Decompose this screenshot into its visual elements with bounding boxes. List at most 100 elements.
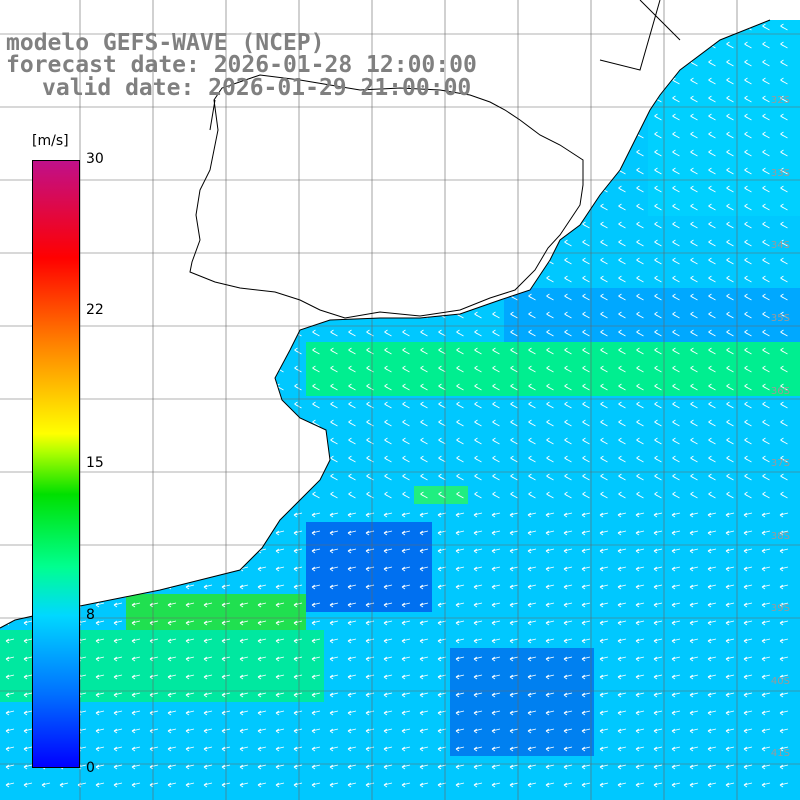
colorbar-tick: 8 bbox=[86, 607, 95, 623]
field-cell bbox=[396, 162, 414, 180]
wind-arrow bbox=[294, 491, 302, 499]
field-cell bbox=[180, 504, 198, 522]
field-cell bbox=[270, 144, 288, 162]
wind-arrow bbox=[708, 167, 716, 175]
field-cell bbox=[792, 630, 800, 648]
wind-arrow bbox=[762, 41, 770, 49]
wind-arrow bbox=[366, 131, 374, 139]
field-cell bbox=[198, 0, 216, 18]
wind-arrow bbox=[582, 311, 590, 319]
wind-arrow bbox=[23, 566, 33, 572]
field-cell bbox=[270, 270, 288, 288]
field-cell bbox=[792, 360, 800, 378]
wind-arrow bbox=[743, 548, 753, 554]
wind-arrow bbox=[132, 455, 140, 463]
wind-arrow bbox=[690, 131, 698, 139]
wind-arrow bbox=[276, 131, 284, 139]
wind-arrow bbox=[132, 383, 140, 391]
wind-arrow bbox=[780, 59, 788, 67]
wind-arrow bbox=[132, 257, 140, 265]
field-cell bbox=[162, 252, 180, 270]
field-cell bbox=[414, 20, 432, 36]
wind-arrow bbox=[780, 455, 788, 463]
field-cell bbox=[342, 306, 360, 324]
field-cell bbox=[432, 252, 450, 270]
wind-arrow bbox=[582, 437, 590, 445]
field-cell bbox=[126, 288, 144, 306]
wind-arrow bbox=[150, 257, 158, 265]
wind-arrow bbox=[545, 584, 555, 590]
wind-arrow bbox=[348, 455, 356, 463]
wind-arrow bbox=[330, 329, 338, 337]
wind-arrow bbox=[491, 728, 501, 734]
field-cell bbox=[90, 270, 108, 288]
field-cell bbox=[216, 126, 234, 144]
field-cell bbox=[126, 252, 144, 270]
wind-arrow bbox=[114, 329, 122, 337]
wind-arrow bbox=[492, 455, 500, 463]
field-cell bbox=[288, 252, 306, 270]
wind-arrow bbox=[275, 602, 285, 608]
wind-arrow bbox=[707, 530, 717, 536]
wind-arrow bbox=[420, 419, 428, 427]
wind-arrow bbox=[636, 293, 644, 301]
wind-arrow bbox=[708, 59, 716, 67]
field-cell bbox=[342, 288, 360, 306]
wind-arrow bbox=[744, 311, 752, 319]
wind-arrow bbox=[365, 728, 375, 734]
field-cell bbox=[306, 108, 324, 126]
field-cell bbox=[378, 234, 396, 252]
wind-arrow bbox=[186, 437, 194, 445]
wind-arrow bbox=[420, 347, 428, 355]
wind-arrow bbox=[150, 401, 158, 409]
wind-arrow bbox=[240, 257, 248, 265]
wind-arrow bbox=[401, 764, 411, 770]
wind-arrow bbox=[438, 455, 446, 463]
wind-arrow bbox=[150, 221, 158, 229]
wind-arrow bbox=[329, 674, 339, 680]
field-cell bbox=[180, 108, 198, 126]
wind-arrow bbox=[762, 419, 770, 427]
wind-arrow bbox=[708, 383, 716, 391]
field-cell bbox=[594, 108, 612, 126]
wind-arrow bbox=[401, 728, 411, 734]
field-cell bbox=[252, 216, 270, 234]
field-cell bbox=[270, 288, 288, 306]
wind-arrow bbox=[366, 167, 374, 175]
wind-arrow bbox=[455, 512, 465, 518]
wind-arrow bbox=[438, 221, 446, 229]
wind-arrow bbox=[582, 455, 590, 463]
wind-arrow bbox=[347, 512, 357, 518]
wind-arrow bbox=[744, 59, 752, 67]
wind-arrow bbox=[672, 491, 680, 499]
wind-arrow bbox=[761, 728, 771, 734]
wind-arrow bbox=[600, 221, 608, 229]
field-cell bbox=[0, 144, 18, 162]
wind-arrow bbox=[365, 656, 375, 662]
wind-arrow bbox=[600, 473, 608, 481]
wind-arrow bbox=[384, 401, 392, 409]
field-cell bbox=[342, 198, 360, 216]
wind-arrow bbox=[744, 95, 752, 103]
wind-arrow bbox=[744, 185, 752, 193]
wind-arrow bbox=[257, 710, 267, 716]
field-cell bbox=[342, 126, 360, 144]
field-cell bbox=[108, 360, 126, 378]
wind-arrow bbox=[329, 512, 339, 518]
wind-arrow bbox=[384, 239, 392, 247]
field-cell bbox=[540, 792, 558, 800]
wind-arrow bbox=[726, 437, 734, 445]
wind-arrow bbox=[366, 185, 374, 193]
field-cell bbox=[90, 378, 108, 396]
wind-arrow bbox=[420, 473, 428, 481]
wind-arrow bbox=[347, 566, 357, 572]
wind-arrow bbox=[779, 566, 789, 572]
wind-arrow bbox=[402, 203, 410, 211]
wind-arrow bbox=[42, 113, 50, 121]
wind-arrow bbox=[671, 674, 681, 680]
wind-arrow bbox=[312, 491, 320, 499]
wind-arrow bbox=[258, 239, 266, 247]
wind-arrow bbox=[635, 782, 645, 788]
wind-arrow bbox=[348, 257, 356, 265]
wind-arrow bbox=[653, 692, 663, 698]
